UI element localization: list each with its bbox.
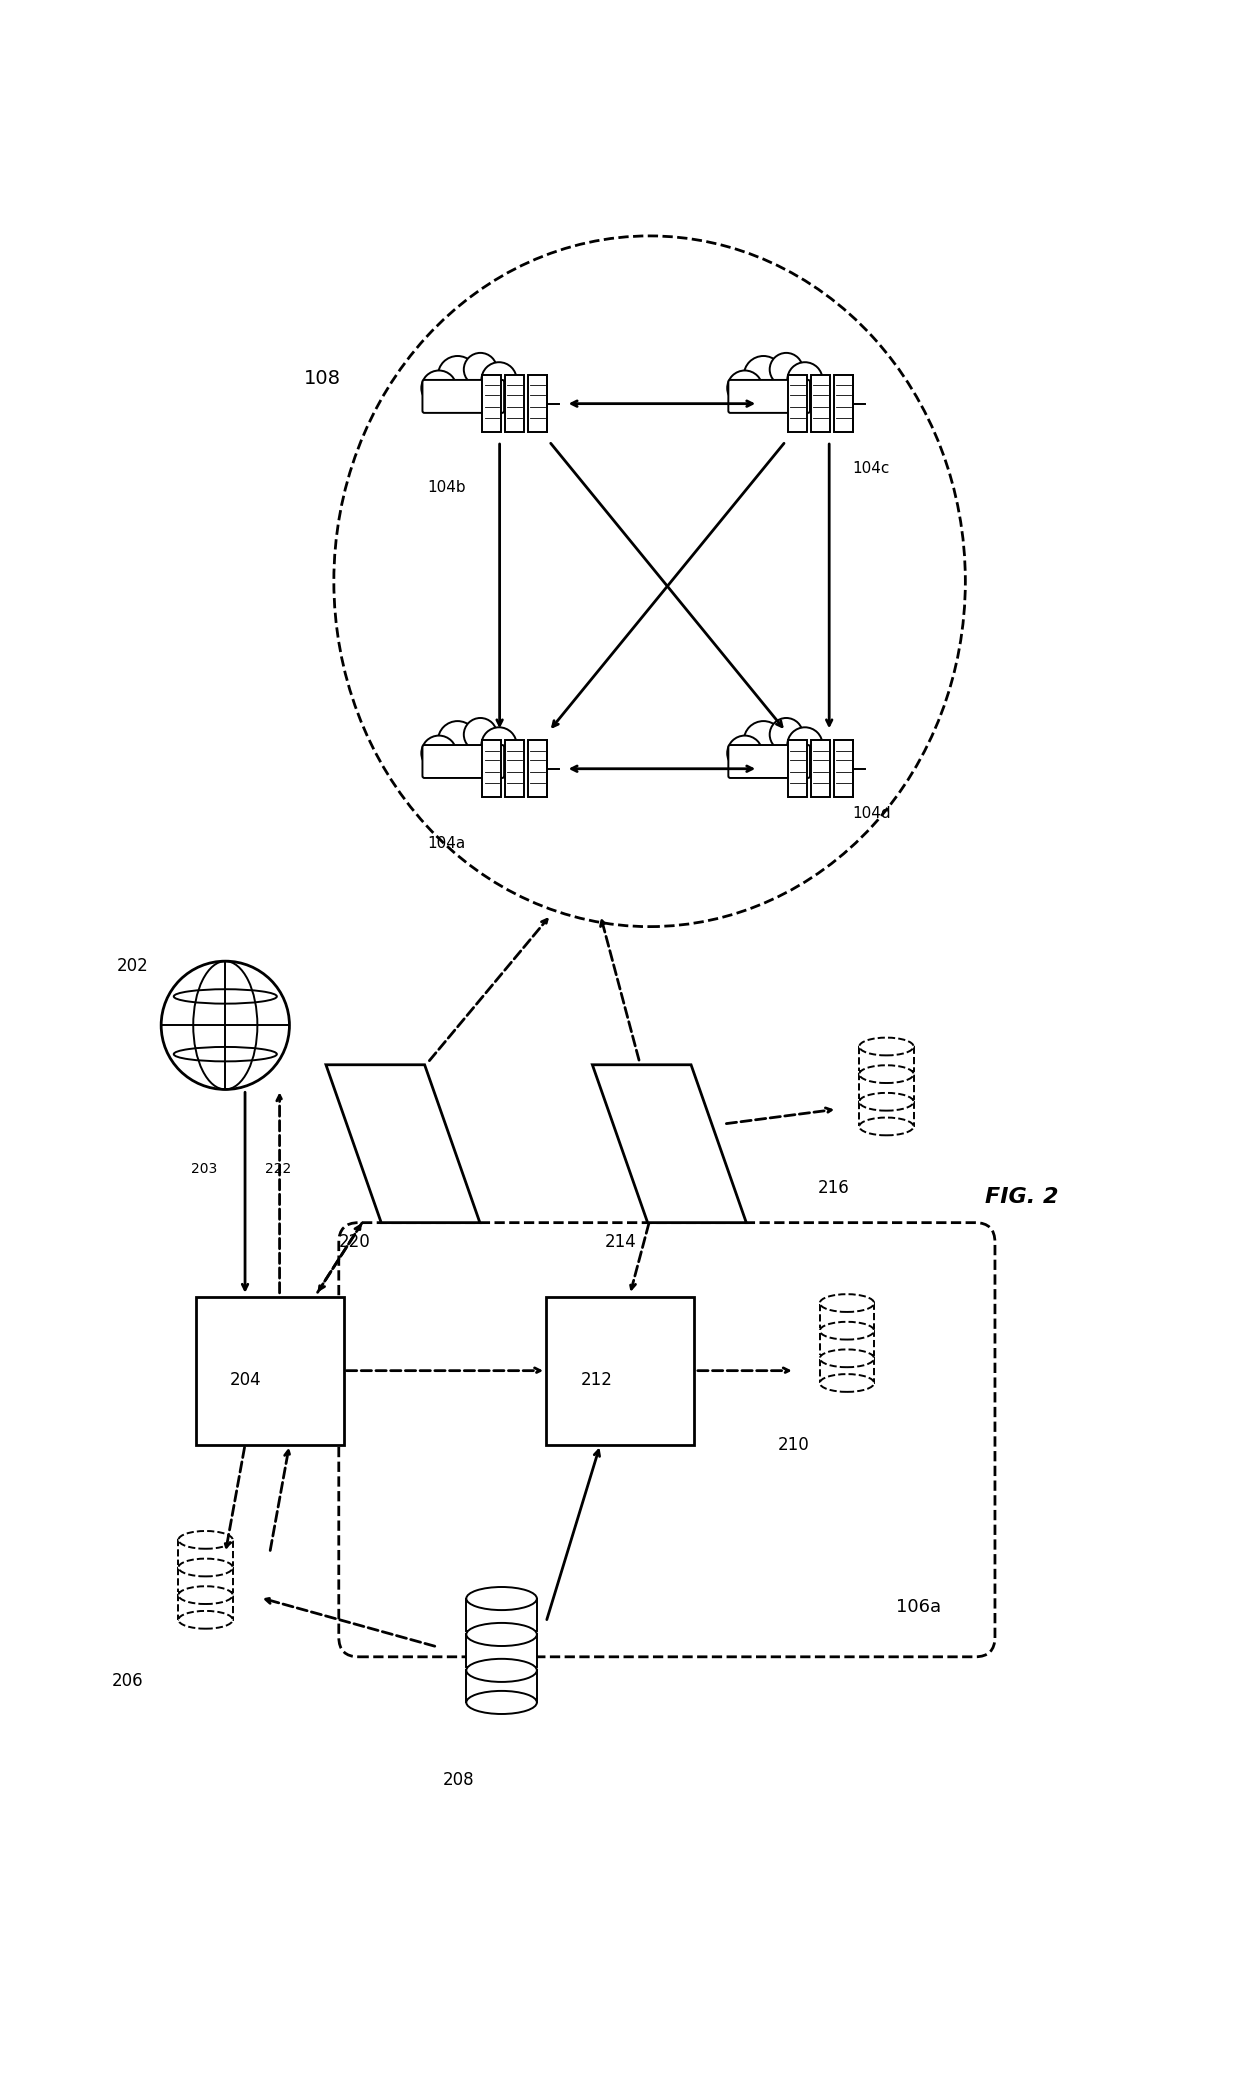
- Bar: [811, 740, 830, 798]
- Text: 104d: 104d: [852, 807, 890, 821]
- Bar: [424, 746, 502, 775]
- Bar: [505, 375, 523, 432]
- Polygon shape: [326, 1064, 480, 1223]
- Circle shape: [727, 735, 763, 771]
- Bar: [730, 379, 808, 411]
- FancyBboxPatch shape: [728, 379, 810, 413]
- Polygon shape: [593, 1064, 746, 1223]
- Circle shape: [464, 352, 497, 385]
- Bar: [196, 1297, 343, 1446]
- Text: 104a: 104a: [428, 836, 466, 851]
- Circle shape: [464, 719, 497, 752]
- Text: 104c: 104c: [852, 461, 889, 476]
- Ellipse shape: [179, 1559, 233, 1575]
- Ellipse shape: [859, 1064, 914, 1083]
- Bar: [835, 375, 853, 432]
- Bar: [789, 740, 807, 798]
- Ellipse shape: [820, 1374, 874, 1391]
- Bar: [859, 1102, 914, 1127]
- Bar: [528, 375, 547, 432]
- Ellipse shape: [179, 1531, 233, 1548]
- Bar: [820, 1358, 874, 1383]
- Bar: [859, 1048, 914, 1071]
- Text: 202: 202: [117, 957, 149, 974]
- Circle shape: [727, 371, 763, 406]
- Circle shape: [744, 356, 784, 396]
- FancyBboxPatch shape: [339, 1223, 994, 1657]
- Circle shape: [770, 719, 802, 752]
- Bar: [730, 746, 808, 775]
- Bar: [820, 1303, 874, 1328]
- Text: 106a: 106a: [897, 1598, 941, 1617]
- Text: 108: 108: [304, 369, 341, 388]
- Bar: [424, 379, 502, 411]
- Ellipse shape: [466, 1691, 537, 1714]
- Bar: [505, 740, 523, 798]
- Bar: [546, 1297, 694, 1446]
- Bar: [466, 1598, 537, 1630]
- Circle shape: [481, 362, 517, 398]
- Ellipse shape: [179, 1611, 233, 1628]
- Bar: [466, 1670, 537, 1703]
- Bar: [528, 740, 547, 798]
- Ellipse shape: [859, 1117, 914, 1135]
- FancyBboxPatch shape: [423, 746, 505, 777]
- Circle shape: [787, 362, 822, 398]
- Circle shape: [438, 356, 477, 396]
- Ellipse shape: [859, 1094, 914, 1110]
- Ellipse shape: [820, 1295, 874, 1311]
- FancyBboxPatch shape: [423, 379, 505, 413]
- Bar: [466, 1634, 537, 1666]
- Circle shape: [161, 962, 289, 1089]
- Bar: [179, 1567, 233, 1592]
- Ellipse shape: [334, 237, 966, 926]
- Text: 206: 206: [112, 1672, 144, 1691]
- Circle shape: [744, 721, 784, 760]
- Bar: [482, 740, 501, 798]
- Ellipse shape: [466, 1659, 537, 1682]
- Bar: [820, 1330, 874, 1355]
- Circle shape: [422, 371, 456, 406]
- Ellipse shape: [820, 1322, 874, 1339]
- Circle shape: [787, 727, 822, 763]
- Circle shape: [438, 721, 477, 760]
- Ellipse shape: [466, 1624, 537, 1647]
- Bar: [811, 375, 830, 432]
- Bar: [482, 375, 501, 432]
- Bar: [859, 1075, 914, 1098]
- Text: 204: 204: [231, 1372, 262, 1389]
- Ellipse shape: [859, 1037, 914, 1056]
- Ellipse shape: [179, 1586, 233, 1605]
- Circle shape: [422, 735, 456, 771]
- Text: 104b: 104b: [428, 480, 466, 494]
- Text: 212: 212: [580, 1372, 613, 1389]
- Text: 208: 208: [443, 1770, 474, 1789]
- Text: 222: 222: [265, 1163, 291, 1175]
- FancyBboxPatch shape: [728, 746, 810, 777]
- Ellipse shape: [466, 1588, 537, 1611]
- Text: 210: 210: [777, 1435, 810, 1454]
- Text: 214: 214: [605, 1234, 637, 1251]
- Bar: [835, 740, 853, 798]
- Ellipse shape: [820, 1349, 874, 1368]
- Text: FIG. 2: FIG. 2: [985, 1188, 1059, 1207]
- Bar: [179, 1540, 233, 1565]
- Bar: [789, 375, 807, 432]
- Circle shape: [770, 352, 802, 385]
- Circle shape: [481, 727, 517, 763]
- Bar: [179, 1594, 233, 1619]
- Text: 203: 203: [191, 1163, 217, 1175]
- Text: 220: 220: [339, 1234, 371, 1251]
- Text: 216: 216: [817, 1179, 849, 1196]
